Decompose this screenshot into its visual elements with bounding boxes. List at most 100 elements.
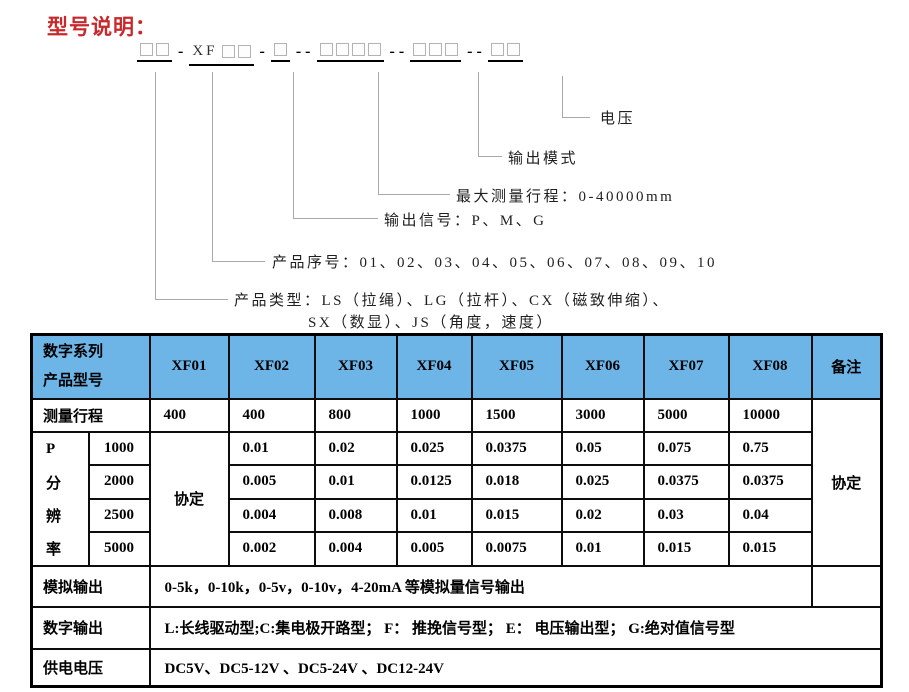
col-header-xf08: XF08	[727, 333, 813, 400]
resolution-char: P	[46, 440, 56, 457]
table-cell: 1000	[395, 397, 473, 433]
travel-row: 测量行程 400 400 800 1000 1500 3000 5000 100…	[30, 397, 883, 567]
table-cell: 0.01	[313, 464, 398, 500]
code-box	[319, 43, 333, 56]
analog-output-content: 0-5k，0-10k，0-5v，0-10v，4-20mA 等模拟量信号输出	[148, 564, 813, 608]
table-cell: 0.025	[560, 464, 645, 500]
header-series-line2: 产品型号	[43, 372, 104, 389]
table-cell: 5000	[642, 397, 730, 433]
code-box	[221, 45, 235, 58]
resolution-char: 率	[46, 541, 62, 558]
table-cell: 0.018	[470, 464, 563, 500]
table-header-row: 数字系列 产品型号 XF01 XF02 XF03 XF04 XF05 XF06 …	[30, 333, 883, 400]
digital-output-content: L:长线驱动型;C:集电极开路型； F： 推挽信号型； E： 电压输出型； G:…	[148, 605, 883, 650]
col-header-remark: 备注	[810, 333, 883, 400]
table-cell: 0.0375	[642, 464, 730, 500]
model-code-group-1	[137, 42, 172, 62]
callout-product-type-line1: 产品类型：LS（拉绳）、LG（拉杆）、CX（磁致伸缩）、	[234, 293, 670, 309]
callout-serial-number: 产品序号：01、02、03、04、05、06、07、08、09、10	[272, 255, 718, 271]
col-header-xf04: XF04	[395, 333, 473, 400]
resolution-row: P 分 辨 率 1000 协定 0.01 0.02 0.025 0.0375 0…	[30, 430, 882, 567]
code-box	[140, 43, 153, 56]
table-cell: 0.025	[395, 430, 473, 466]
table-cell: 0.01	[227, 430, 316, 466]
resolution-char: 辨	[46, 508, 62, 525]
freq-cell: 2500	[87, 497, 151, 533]
code-box	[506, 43, 520, 56]
row-label: 数字输出	[30, 605, 151, 650]
table-cell: 0.075	[642, 430, 730, 466]
page-title: 型号说明：	[47, 16, 157, 39]
model-code-group-6	[487, 42, 523, 62]
table-cell: 0.005	[395, 531, 473, 567]
table-cell: 0.04	[727, 497, 813, 533]
resolution-row: 2000 0.005 0.01 0.0125 0.018 0.025 0.037…	[32, 464, 882, 500]
col-header-xf01: XF01	[148, 333, 230, 400]
power-supply-content: DC5V、DC5-12V 、DC5-24V 、DC12-24V	[148, 647, 883, 688]
connector-line	[562, 76, 563, 117]
code-prefix-xf: XF	[192, 43, 218, 59]
model-code-line: - XF - - - - - - -	[137, 42, 523, 66]
connector-line	[562, 117, 590, 118]
table-cell: 0.02	[313, 430, 398, 466]
code-box	[445, 43, 459, 56]
table-cell: 0.01	[560, 531, 645, 567]
col-header-xf05: XF05	[470, 333, 563, 400]
analog-output-row: 模拟输出 0-5k，0-10k，0-5v，0-10v，4-20mA 等模拟量信号…	[30, 564, 883, 608]
table-cell: 0.002	[227, 531, 316, 567]
connector-line	[155, 299, 228, 300]
table-cell: 0.015	[642, 531, 730, 567]
code-box	[273, 43, 287, 56]
table-cell: 10000	[727, 397, 813, 433]
table-cell: 400	[148, 397, 230, 433]
code-box	[335, 43, 349, 56]
model-code-group-4	[316, 42, 384, 62]
row-label: 测量行程	[30, 397, 151, 433]
callout-product-type-line2: SX（数显）、JS（角度，速度）	[308, 315, 554, 331]
table-cell: 1500	[470, 397, 563, 433]
callout-voltage: 电压	[600, 111, 636, 127]
table-cell: 0.015	[470, 497, 563, 533]
table-cell: 400	[227, 397, 316, 433]
digital-output-row: 数字输出 L:长线驱动型;C:集电极开路型； F： 推挽信号型； E： 电压输出…	[30, 605, 883, 650]
table-cell: 800	[313, 397, 398, 433]
model-code-group-5	[410, 42, 462, 62]
code-box	[237, 45, 251, 58]
power-supply-row: 供电电压 DC5V、DC5-12V 、DC5-24V 、DC12-24V	[30, 647, 883, 688]
model-code-group-3	[270, 42, 290, 62]
code-box	[429, 43, 443, 56]
col-header-xf07: XF07	[642, 333, 730, 400]
resolution-row: 5000 0.002 0.004 0.005 0.0075 0.01 0.015…	[32, 531, 882, 567]
resolution-group-label: P 分 辨 率	[30, 430, 90, 567]
code-box	[156, 43, 169, 56]
code-box	[351, 43, 365, 56]
model-code-group-2: XF	[189, 42, 254, 66]
connector-line	[378, 194, 450, 195]
table-cell: 0.0375	[727, 464, 813, 500]
col-header-xf06: XF06	[560, 333, 645, 400]
table-cell: 0.0125	[395, 464, 473, 500]
table-cell: 0.05	[560, 430, 645, 466]
table-cell: 0.02	[560, 497, 645, 533]
table-cell: 0.005	[227, 464, 316, 500]
callout-output-mode: 输出模式	[508, 151, 579, 167]
table-cell: 0.01	[395, 497, 473, 533]
connector-line	[155, 72, 156, 299]
table-cell: 0.03	[642, 497, 730, 533]
connector-line	[293, 72, 294, 218]
table-cell: 3000	[560, 397, 645, 433]
code-separator: - -	[295, 43, 311, 60]
connector-line	[378, 72, 379, 194]
xf01-merged-cell: 协定	[148, 430, 230, 567]
freq-cell: 2000	[87, 464, 151, 500]
code-separator: - -	[389, 43, 405, 60]
table-cell: 0.015	[727, 531, 813, 567]
table-cell: 0.004	[313, 531, 398, 567]
table-cell: 0.004	[227, 497, 316, 533]
code-box	[413, 43, 427, 56]
table-cell: 0.0375	[470, 430, 563, 466]
code-box	[367, 43, 381, 56]
connector-line	[478, 72, 479, 156]
remark-empty-cell	[810, 564, 883, 608]
